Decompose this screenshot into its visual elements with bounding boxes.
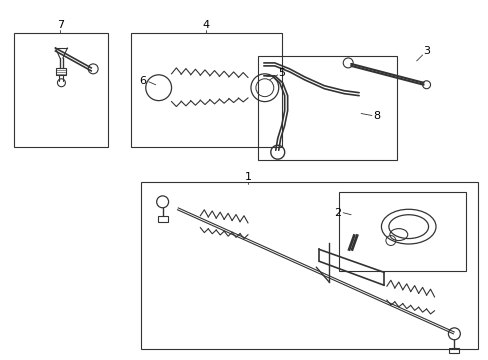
Text: 1: 1: [244, 172, 251, 182]
Text: 4: 4: [203, 20, 209, 30]
Bar: [141, 182, 477, 349]
Bar: [131, 33, 281, 147]
Text: 5: 5: [278, 68, 285, 78]
Text: 2: 2: [333, 208, 340, 218]
Text: 7: 7: [57, 20, 64, 30]
Text: 3: 3: [422, 46, 429, 56]
Bar: [257, 56, 396, 160]
Bar: [14, 33, 108, 147]
Text: 8: 8: [373, 111, 380, 121]
Bar: [339, 192, 466, 271]
Text: 6: 6: [139, 76, 146, 86]
